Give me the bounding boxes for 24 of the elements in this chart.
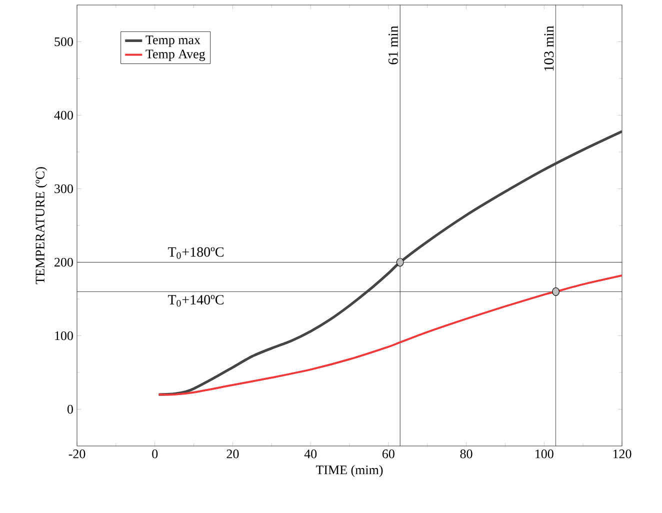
x-tick-label: 60 [382,450,394,458]
legend-label: Temp max [146,36,200,47]
legend-label: Temp Aveg [146,50,206,62]
x-tick-label: 40 [304,450,317,458]
x-tick-label: 20 [226,450,239,458]
ref-line-label: T$_{0}$+140ºC [168,295,224,307]
y-tick-label: 300 [54,184,73,194]
x-tick-label: 120 [613,450,632,458]
line-series [158,274,622,396]
line-series [157,130,622,396]
ref-line-label: 61 min [388,26,398,64]
x-tick-label: 0 [152,450,158,458]
y-tick-label: 200 [54,258,73,267]
x-axis-title: TIME (mim) [316,465,383,477]
x-tick-label: 80 [460,450,472,458]
y-tick-label: 500 [54,37,73,46]
x-tick-label: -20 [68,450,86,458]
y-tick-label: 400 [54,110,73,120]
y-axis-title: TEMPERATURE (ºC) [35,167,48,284]
y-tick-label: 100 [55,331,73,340]
ref-line-label: 103 min [544,26,554,71]
y-tick-label: 0 [67,404,73,414]
x-tick-label: 100 [536,450,554,458]
ref-line-label: T$_{0}$+180ºC [168,247,224,259]
